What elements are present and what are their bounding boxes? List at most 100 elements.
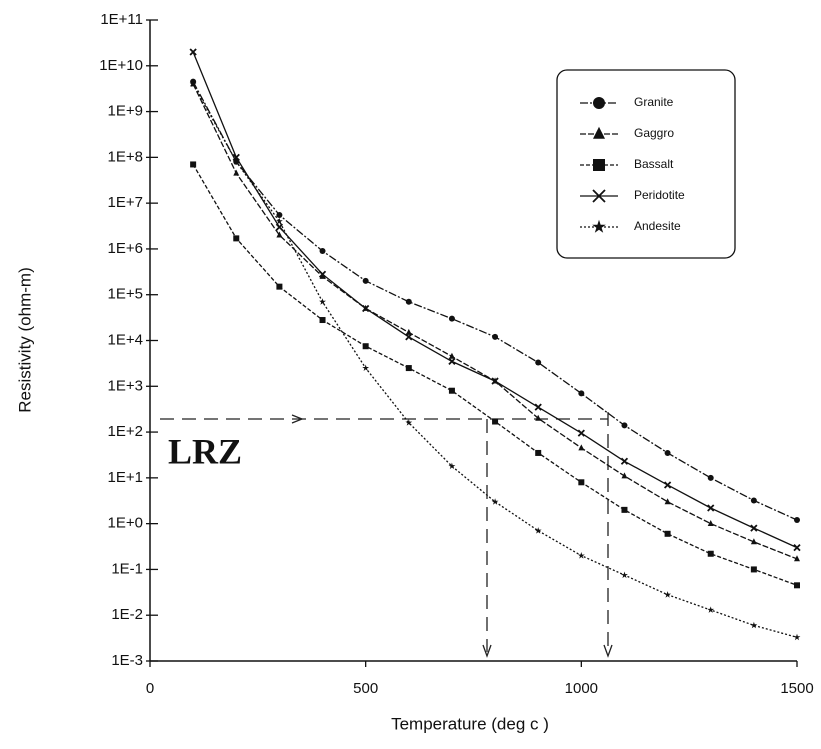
x-tick-label: 1000 [565,680,598,697]
marker [664,530,671,537]
y-tick-label: 1E-1 [111,560,143,577]
marker [190,161,197,168]
marker [276,283,283,290]
legend-box [556,69,736,259]
marker [405,328,412,335]
x-axis-label: Temperature (deg c ) [391,714,549,733]
arrow [291,414,304,424]
marker [535,414,542,421]
legend-label: Peridotite [634,188,685,202]
marker [578,479,585,486]
marker [276,212,283,219]
marker [578,390,585,397]
marker [319,298,326,305]
marker [707,474,714,481]
legend-label: Bassalt [634,157,674,171]
marker [593,159,605,171]
marker [750,621,758,629]
marker [621,422,628,429]
marker [750,497,757,504]
marker [491,377,499,385]
marker [448,315,455,322]
marker [362,277,369,284]
marker [448,357,456,366]
marker [577,552,585,559]
marker [707,504,715,512]
marker [233,235,240,242]
marker [448,462,456,470]
marker [276,217,283,225]
marker [319,248,326,255]
y-axis-label: Resistivity (ohm-m) [15,267,34,412]
marker [405,298,412,305]
y-tick-label: 1E+7 [108,194,143,211]
marker [750,566,757,573]
marker [750,524,758,532]
marker [621,472,628,479]
x-tick-label: 1500 [780,680,813,697]
annotation: LRZ [168,431,242,471]
y-tick-label: 1E-2 [111,606,143,623]
marker [276,231,283,238]
marker [534,527,542,534]
marker [620,457,629,465]
marker [232,158,240,165]
marker [577,429,585,437]
marker [318,270,327,278]
marker [319,272,326,279]
marker [664,449,671,456]
marker [362,364,370,371]
marker [664,591,671,598]
marker [535,359,542,366]
marker [621,506,628,513]
legend-label: Gaggro [634,126,674,140]
arrow [603,644,613,658]
marker [535,449,542,456]
arrow [482,644,492,658]
marker [663,481,672,489]
marker [794,517,800,524]
y-tick-label: 1E+8 [108,148,143,165]
marker [794,582,800,589]
legend-label: Andesite [634,219,681,233]
marker [578,444,585,451]
marker [621,571,628,579]
x-tick-label: 0 [146,680,154,697]
y-tick-label: 1E+2 [108,423,143,440]
marker [189,48,197,56]
y-tick-label: 1E+0 [108,515,143,532]
marker [593,97,605,109]
marker [794,555,800,562]
marker [592,189,606,203]
marker [592,219,606,233]
legend-label: Granite [634,95,674,109]
marker [405,333,413,341]
marker [405,419,413,426]
arrows [291,414,613,658]
marker [189,80,197,87]
marker [405,365,412,372]
marker [593,126,605,139]
marker [707,550,714,557]
lrz-guides [160,412,609,652]
marker [707,606,715,613]
marker [750,538,757,545]
marker [362,304,370,313]
y-tick-label: 1E+9 [108,103,143,120]
y-tick-label: 1E+10 [99,57,143,74]
marker [362,343,369,350]
y-tick-label: 1E+1 [108,469,143,486]
marker [233,169,240,176]
y-tick-label: 1E+4 [108,331,143,348]
marker [448,352,455,359]
marker [793,543,801,552]
marker [492,418,499,425]
marker [275,223,284,231]
marker [491,498,499,505]
marker [448,387,455,394]
y-tick-label: 1E+3 [108,377,143,394]
y-tick-label: 1E-3 [111,652,143,669]
marker [707,520,714,527]
y-tick-label: 1E+5 [108,286,143,303]
marker [534,403,542,411]
